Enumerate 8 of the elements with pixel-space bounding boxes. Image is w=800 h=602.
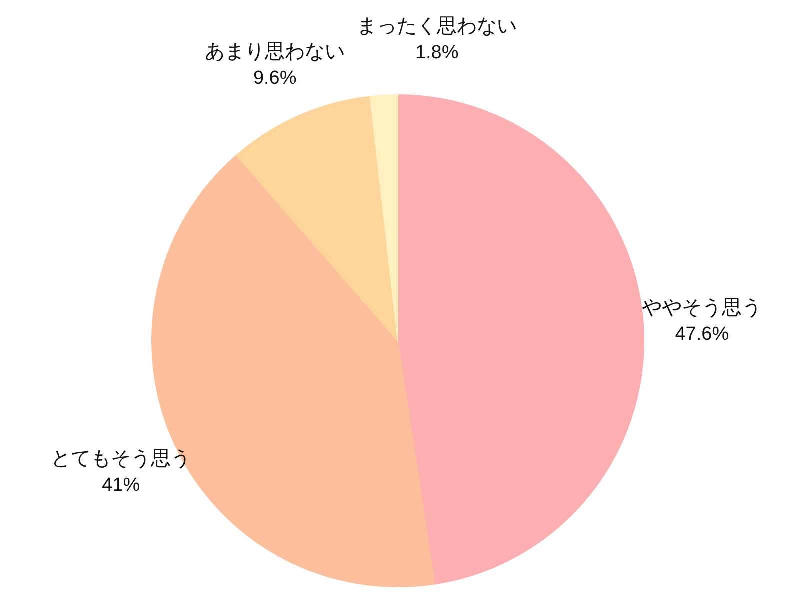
- data-label: 1.8%: [415, 42, 459, 64]
- data-label: 9.6%: [253, 68, 297, 89]
- slice-label: ややそう思う: [642, 297, 762, 320]
- data-label: 41%: [102, 475, 140, 496]
- slice-label: あまり思わない: [205, 40, 346, 63]
- data-label: 47.6%: [675, 324, 730, 346]
- slice-label: まったく思わない: [357, 15, 518, 38]
- slice-label: とてもそう思う: [51, 448, 192, 470]
